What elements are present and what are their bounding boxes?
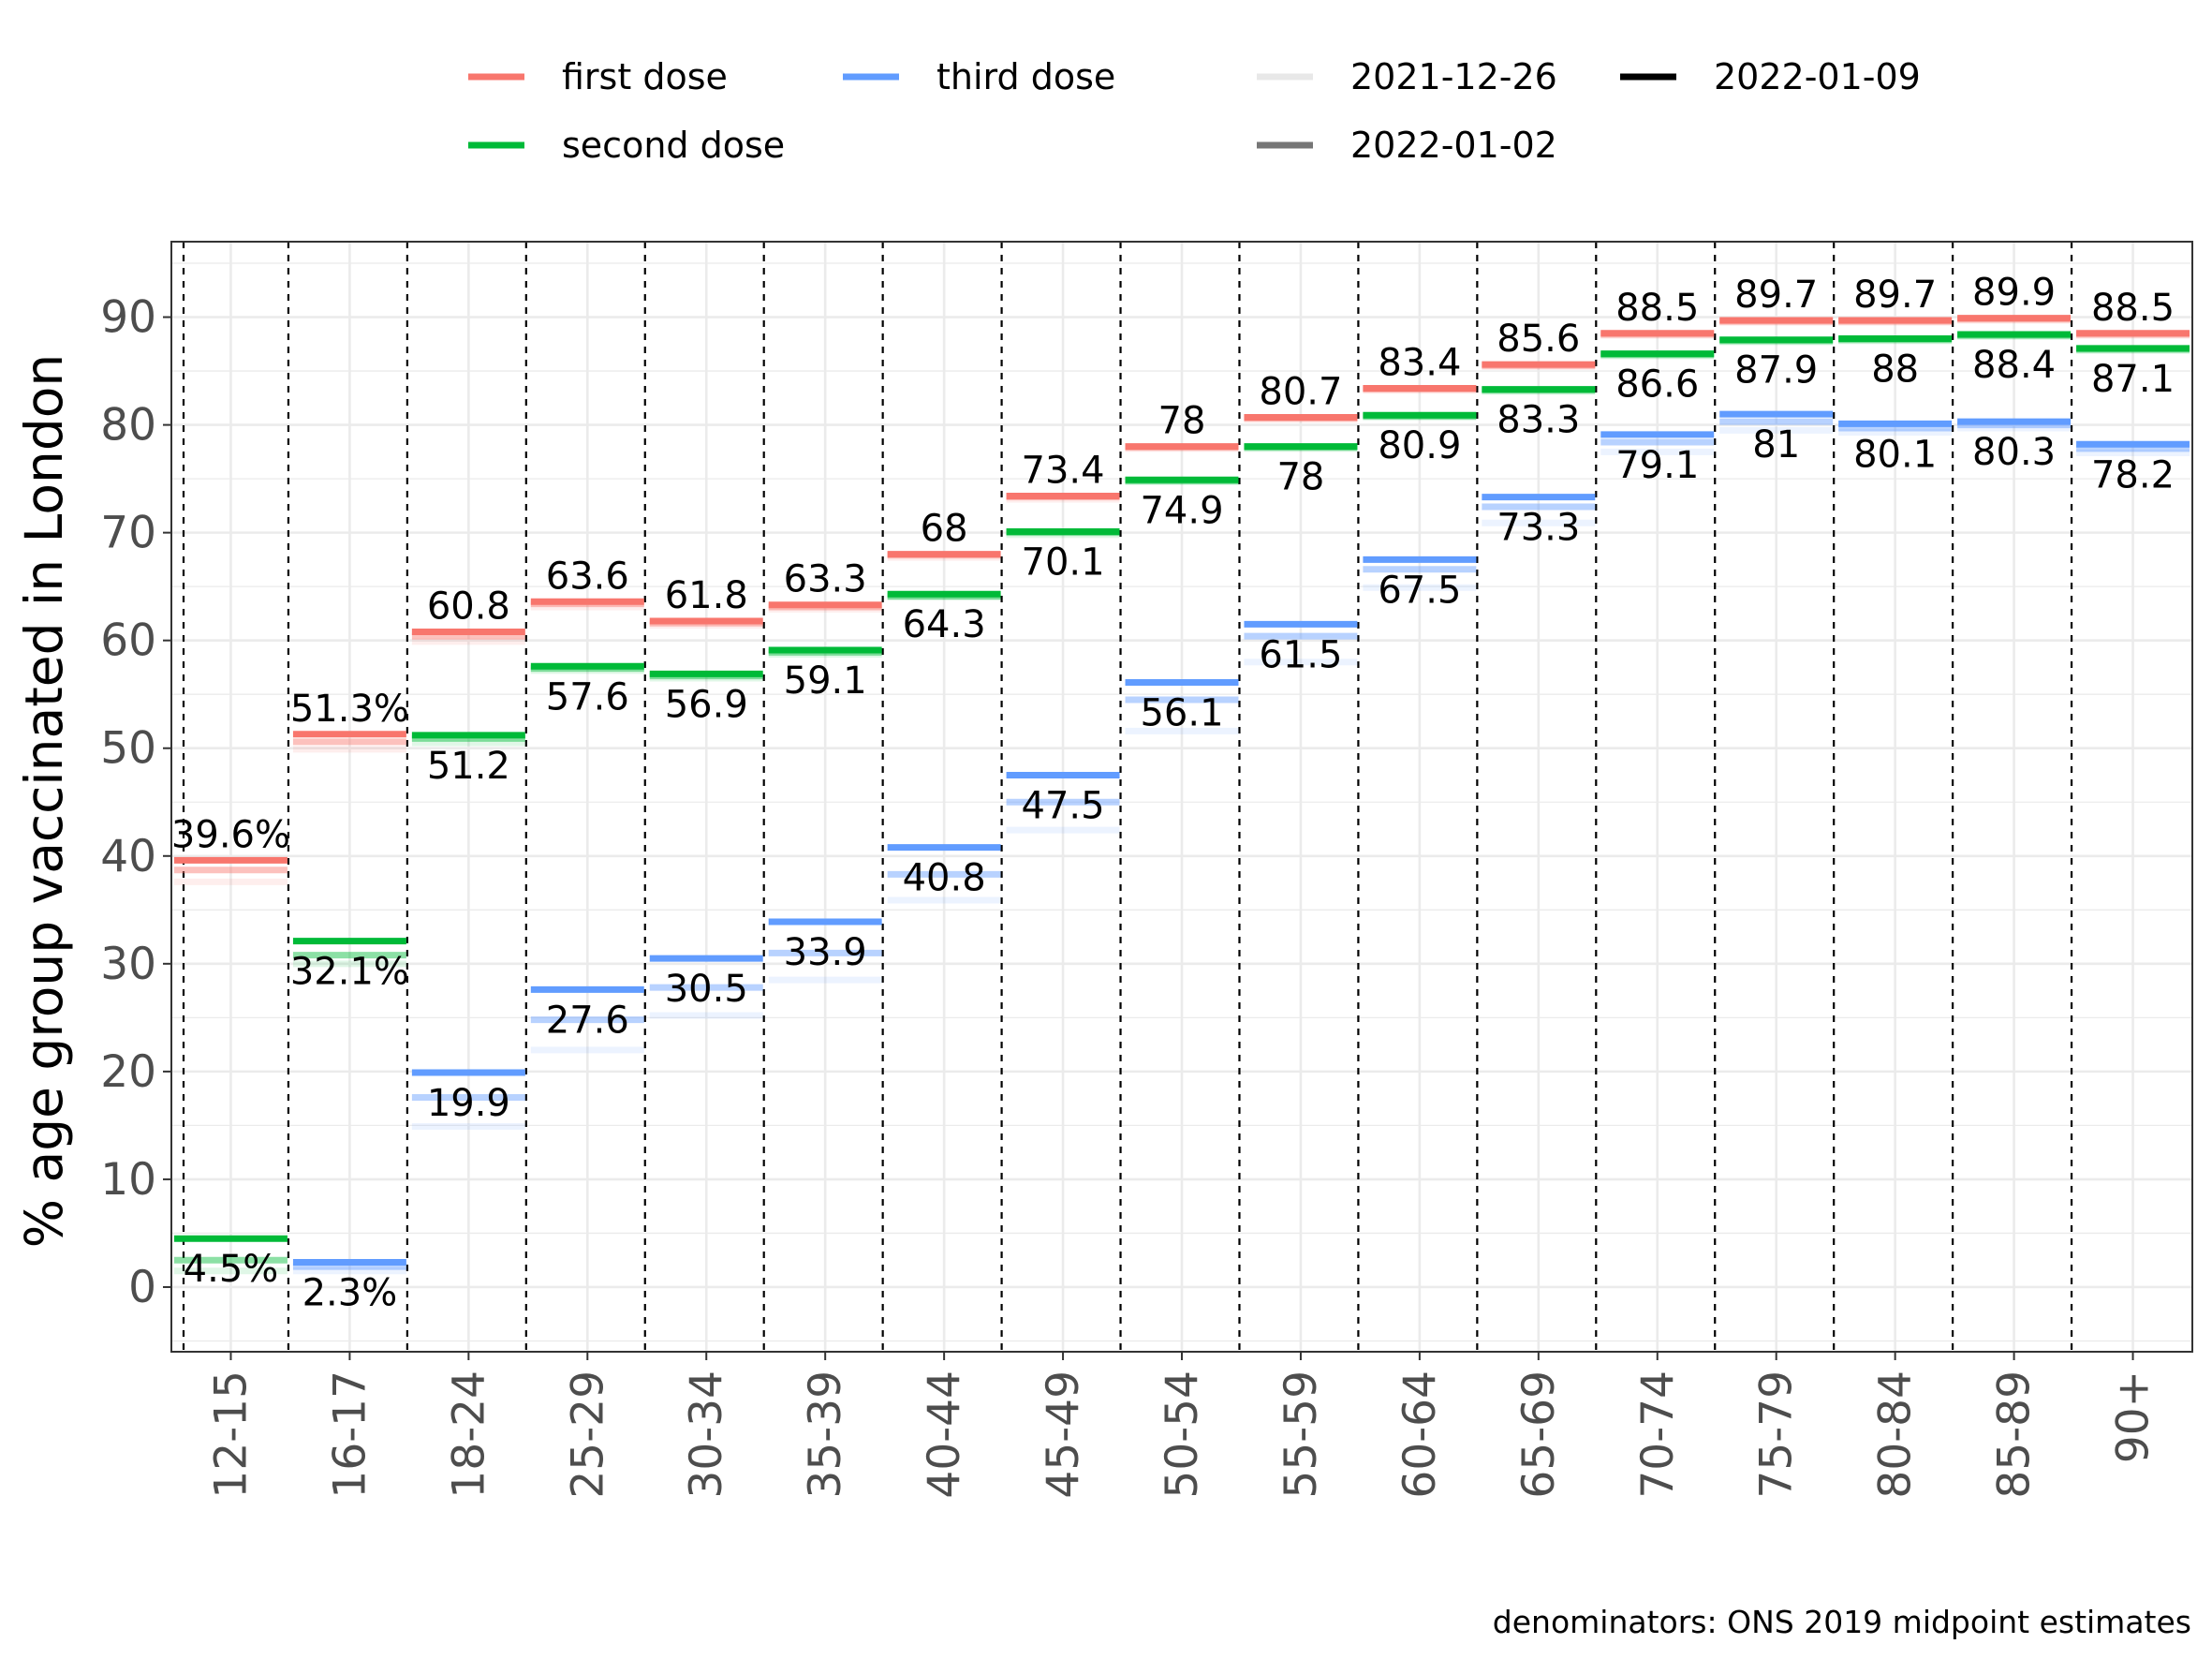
first-dose-value-label: 88.5 (1615, 287, 1699, 330)
first-dose-value-label: 61.8 (665, 574, 748, 617)
first-dose-value-label: 39.6% (171, 813, 290, 856)
first-dose-value-label: 63.6 (546, 555, 629, 598)
second-dose-value-label: 4.5% (184, 1248, 279, 1291)
x-tick-label: 18-24 (443, 1370, 494, 1499)
third-dose-value-label: 73.3 (1497, 507, 1580, 550)
first-dose-value-label: 73.4 (1022, 450, 1105, 493)
x-tick-label: 65-69 (1513, 1370, 1565, 1499)
third-dose-value-label: 79.1 (1615, 444, 1699, 487)
third-dose-value-label: 33.9 (784, 931, 867, 974)
third-dose-value-label: 81 (1752, 423, 1800, 467)
y-tick-label: 50 (100, 723, 156, 775)
second-dose-value-label: 83.3 (1497, 399, 1580, 442)
second-dose-value-label: 87.9 (1734, 349, 1818, 393)
x-tick-label: 35-39 (800, 1370, 851, 1499)
first-dose-value-label: 68 (921, 508, 968, 551)
second-dose-value-label: 88 (1871, 348, 1919, 392)
legend-label: second dose (562, 125, 785, 166)
x-tick-label: 30-34 (681, 1370, 732, 1499)
caption: denominators: ONS 2019 midpoint estimate… (1493, 1604, 2191, 1640)
x-tick-label: 90+ (2108, 1370, 2160, 1463)
series-marks (174, 315, 2190, 1275)
y-tick-label: 0 (128, 1262, 156, 1313)
first-dose-value-label: 89.7 (1734, 274, 1818, 317)
y-tick-label: 90 (100, 292, 156, 344)
y-tick-label: 60 (100, 615, 156, 667)
second-dose-value-label: 32.1% (290, 951, 409, 994)
legend: first dose second dose third dose 2021-12-2… (468, 56, 1921, 166)
third-dose-value-label: 78.2 (2091, 453, 2175, 496)
second-dose-value-label: 56.9 (665, 683, 748, 726)
y-axis-title: % age group vaccinated in London (14, 354, 74, 1249)
legend-label: third dose (936, 56, 1115, 97)
third-dose-value-label: 30.5 (665, 968, 748, 1011)
data-labels: 39.6% 51.3% 60.8 63.6 61.8 63.3 68 73.4 78 80.7 83… (171, 272, 2175, 1315)
first-dose-value-label: 80.7 (1259, 371, 1342, 414)
second-dose-value-label: 51.2 (427, 745, 510, 788)
y-tick-label: 20 (100, 1046, 156, 1098)
third-dose-value-label: 61.5 (1259, 633, 1342, 676)
second-dose-value-label: 74.9 (1140, 489, 1223, 532)
third-dose-value-label: 40.8 (903, 857, 986, 900)
third-dose-value-label: 27.6 (546, 999, 629, 1042)
group-dividers (182, 242, 2073, 1352)
third-dose-value-label: 47.5 (1022, 784, 1105, 827)
second-dose-value-label: 80.9 (1378, 424, 1461, 467)
y-tick-label: 30 (100, 939, 156, 990)
third-dose-value-label: 2.3% (302, 1272, 398, 1315)
first-dose-value-label: 60.8 (427, 585, 510, 628)
third-dose-value-label: 19.9 (427, 1082, 510, 1125)
second-dose-value-label: 70.1 (1022, 541, 1105, 584)
x-tick-label: 25-29 (562, 1370, 613, 1499)
x-tick-label: 80-84 (1870, 1370, 1922, 1499)
x-tick-label: 85-89 (1989, 1370, 2041, 1499)
third-dose-value-label: 56.1 (1140, 692, 1223, 735)
second-dose-value-label: 78 (1276, 456, 1324, 499)
y-tick-label: 70 (100, 508, 156, 559)
y-axis: 0 10 20 30 40 50 60 70 80 90 (100, 292, 171, 1313)
legend-label: 2022-01-09 (1714, 56, 1921, 97)
x-tick-label: 70-74 (1632, 1370, 1684, 1499)
first-dose-value-label: 78 (1158, 400, 1206, 443)
first-dose-value-label: 88.5 (2091, 287, 2175, 330)
x-tick-label: 60-64 (1394, 1370, 1446, 1499)
third-dose-value-label: 67.5 (1378, 569, 1461, 612)
y-tick-label: 10 (100, 1154, 156, 1206)
first-dose-value-label: 51.3% (290, 688, 409, 731)
x-tick-label: 12-15 (205, 1370, 257, 1499)
first-dose-value-label: 89.7 (1853, 274, 1937, 317)
x-tick-label: 75-79 (1751, 1370, 1803, 1499)
x-tick-label: 16-17 (324, 1370, 376, 1499)
second-dose-value-label: 59.1 (784, 659, 867, 703)
second-dose-value-label: 57.6 (546, 675, 629, 718)
first-dose-value-label: 83.4 (1378, 341, 1461, 384)
legend-label: 2022-01-02 (1350, 125, 1557, 166)
first-dose-value-label: 85.6 (1497, 318, 1580, 361)
x-tick-label: 55-59 (1276, 1370, 1327, 1499)
x-axis: 12-15 16-17 18-24 25-29 30-34 35-39 40-44 45-49… (205, 1352, 2160, 1499)
legend-label: 2021-12-26 (1350, 56, 1557, 97)
third-dose-value-label: 80.3 (1972, 431, 2056, 474)
first-dose-value-label: 89.9 (1972, 272, 2056, 315)
y-tick-label: 40 (100, 831, 156, 882)
x-tick-label: 50-54 (1157, 1370, 1208, 1499)
second-dose-value-label: 86.6 (1615, 363, 1699, 407)
legend-label: first dose (562, 56, 728, 97)
y-tick-label: 80 (100, 400, 156, 452)
second-dose-value-label: 88.4 (1972, 344, 2056, 387)
second-dose-value-label: 64.3 (903, 603, 986, 646)
first-dose-value-label: 63.3 (784, 558, 867, 601)
x-tick-label: 45-49 (1038, 1370, 1089, 1499)
third-dose-value-label: 80.1 (1853, 433, 1937, 476)
x-tick-label: 40-44 (919, 1370, 970, 1499)
second-dose-value-label: 87.1 (2091, 358, 2175, 401)
